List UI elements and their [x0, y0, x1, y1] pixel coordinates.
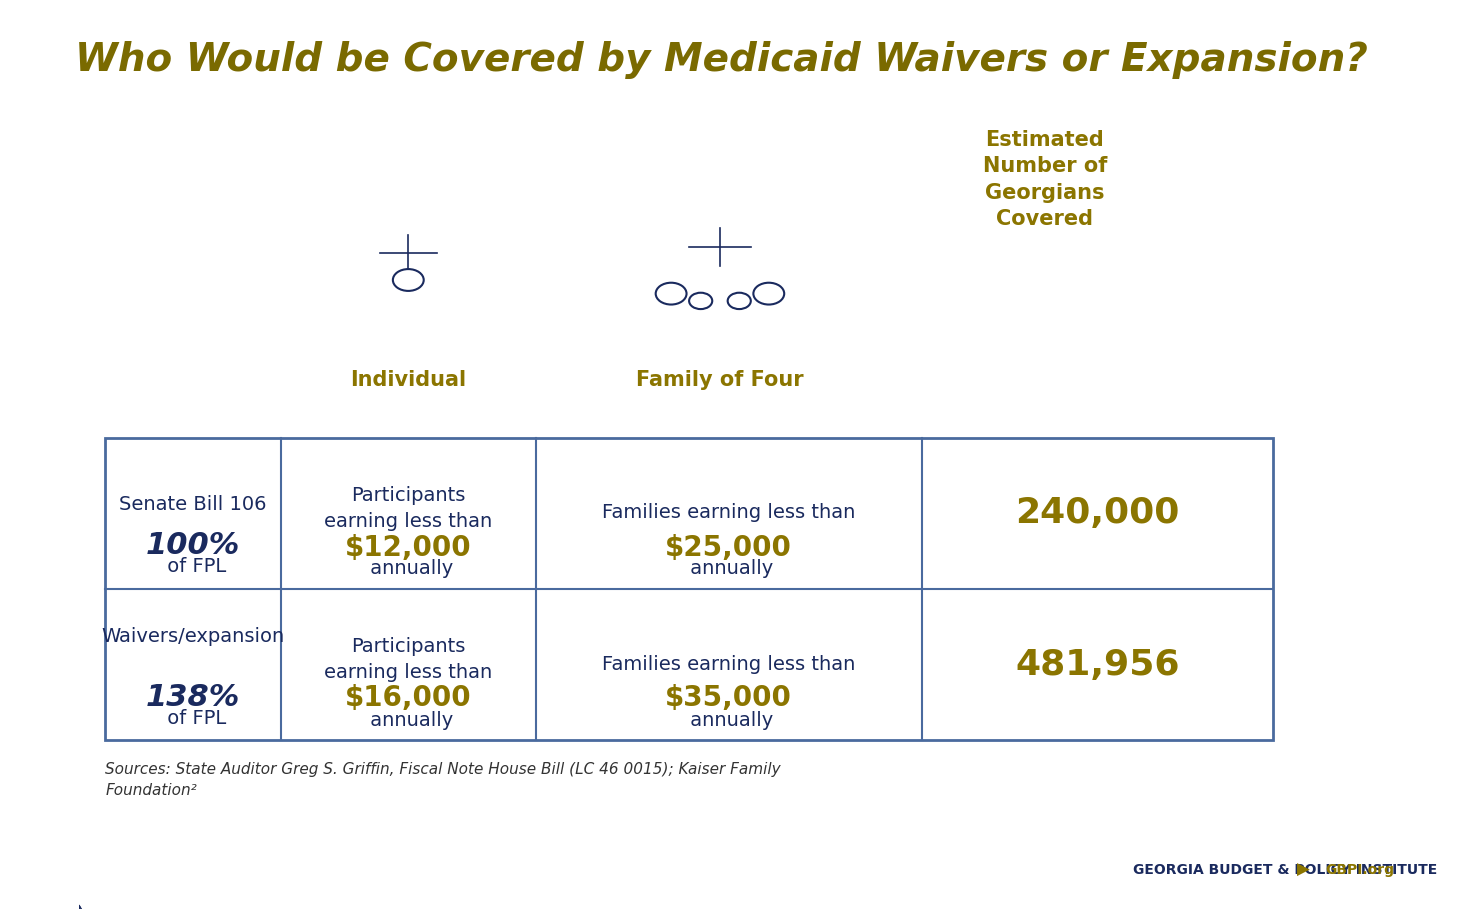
Circle shape — [728, 293, 751, 309]
Text: GEORGIA BUDGET & POLICY INSTITUTE: GEORGIA BUDGET & POLICY INSTITUTE — [1133, 863, 1436, 877]
Text: annually: annually — [363, 711, 452, 730]
Text: Estimated
Number of
Georgians
Covered: Estimated Number of Georgians Covered — [982, 130, 1107, 229]
Circle shape — [656, 283, 687, 305]
Text: Who Would be Covered by Medicaid Waivers or Expansion?: Who Would be Covered by Medicaid Waivers… — [75, 41, 1367, 79]
Text: 481,956: 481,956 — [1015, 647, 1180, 682]
Text: 100%: 100% — [146, 532, 240, 561]
Text: $35,000: $35,000 — [665, 684, 792, 713]
Bar — [105, 438, 1274, 740]
Text: GBPI.org: GBPI.org — [1326, 863, 1395, 877]
Text: annually: annually — [684, 711, 773, 730]
Text: Family of Four: Family of Four — [637, 370, 804, 390]
Text: Participants
earning less than: Participants earning less than — [324, 636, 492, 682]
Circle shape — [392, 269, 423, 291]
Text: 240,000: 240,000 — [1015, 496, 1180, 531]
Text: annually: annually — [684, 560, 773, 578]
Text: of FPL: of FPL — [161, 708, 225, 727]
Text: Families earning less than: Families earning less than — [602, 654, 855, 674]
Text: $16,000: $16,000 — [346, 684, 471, 713]
Text: 138%: 138% — [146, 683, 240, 712]
Text: $25,000: $25,000 — [665, 534, 792, 562]
Text: annually: annually — [363, 560, 452, 578]
Text: Senate Bill 106: Senate Bill 106 — [120, 494, 266, 514]
Text: Families earning less than: Families earning less than — [602, 504, 855, 523]
Circle shape — [690, 293, 713, 309]
Text: Individual: Individual — [350, 370, 467, 390]
Text: $12,000: $12,000 — [346, 534, 471, 562]
Text: Sources: State Auditor Greg S. Griffin, Fiscal Note House Bill (LC 46 0015); Kai: Sources: State Auditor Greg S. Griffin, … — [105, 762, 780, 798]
Circle shape — [754, 283, 785, 305]
Text: ▶: ▶ — [1297, 861, 1310, 879]
Text: of FPL: of FPL — [161, 557, 225, 576]
Text: Participants
earning less than: Participants earning less than — [324, 485, 492, 531]
Text: Waivers/expansion: Waivers/expansion — [101, 627, 285, 646]
